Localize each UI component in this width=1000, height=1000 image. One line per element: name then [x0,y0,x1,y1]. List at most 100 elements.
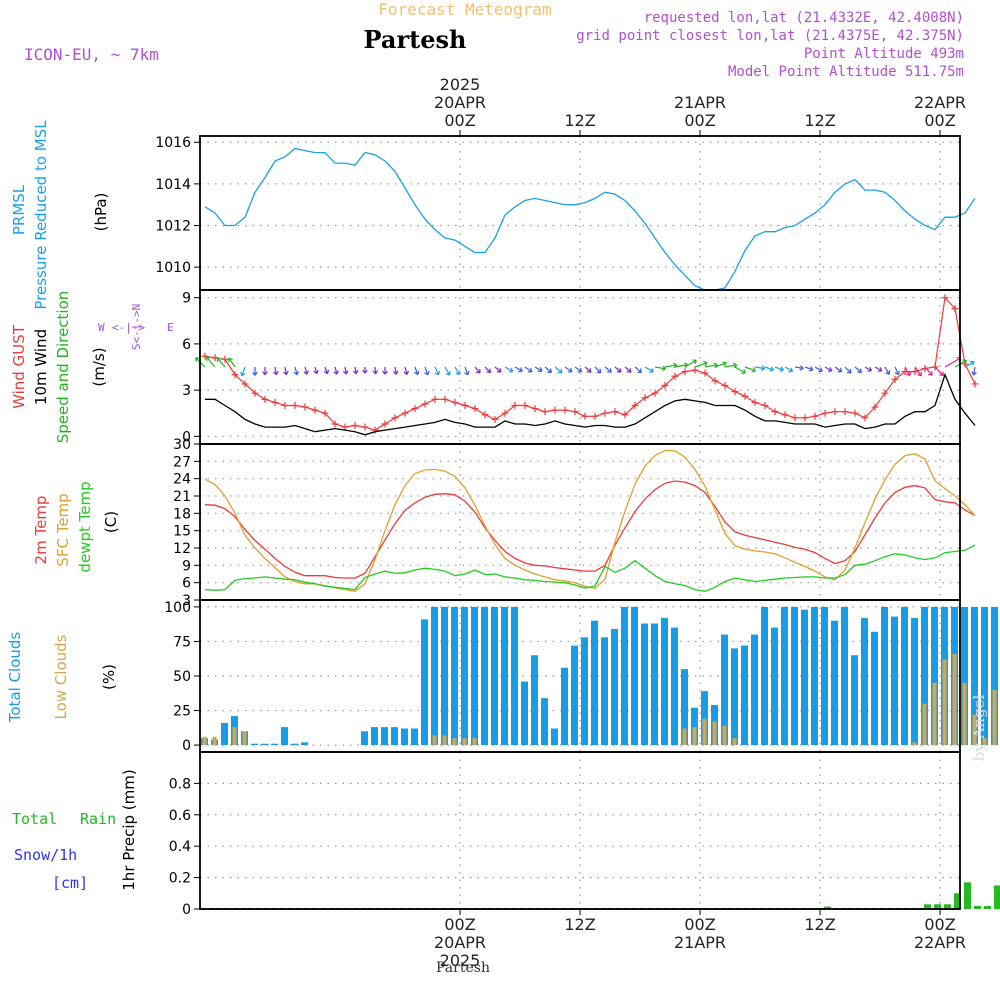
low-cloud-bar [922,703,927,746]
rain-bar [934,904,941,909]
gust-point [241,380,249,388]
top-time-label: 12Z [804,111,835,130]
wind-arrow [624,366,632,373]
temp-2m-line [204,480,976,579]
wind-label: 10m Wind [32,329,50,405]
wind-arrow [474,366,481,374]
wind-arrow [594,366,602,374]
total-cloud-bar [991,606,998,746]
wind-arrow-head [827,367,833,372]
y-tick-label: 3 [182,593,191,609]
wind-arrow [564,366,573,373]
gust-point [871,403,879,411]
bottom-time-axis: 00Z20APR202512Z00Z21APR12Z00Z22APR12Z [434,909,966,970]
wind-arrow [654,366,666,370]
temp-sfc-line [204,449,976,592]
total-cloud-bar [701,691,708,746]
wind-line [205,372,976,436]
wind-arrow-head [867,366,873,372]
wind-arrow-head [252,371,258,376]
total-cloud-bar [441,606,448,746]
wind-arrow-head [382,370,388,375]
top-time-label: 2025 [440,75,481,94]
total-cloud-bar [691,707,698,746]
model-label: ICON-EU, ~ 7km [24,45,159,64]
wind-arrow [734,366,746,374]
gust-point [251,389,259,397]
gust-point [551,406,559,414]
gust-point [631,402,639,409]
gust-point [801,414,809,422]
wind-arrow-head [424,370,430,376]
wind-arrow-head [857,368,863,373]
compass-ns: S<-|->N [130,304,143,350]
low-cloud-bar [952,653,957,746]
gust-point [281,402,289,409]
wind-arrow-head [240,371,246,377]
wind-arrow [794,366,804,370]
y-tick-label: 18 [173,506,191,522]
y-tick-label: 1014 [155,177,191,193]
total-cloud-bar [961,606,968,746]
gust-point [221,355,229,363]
gust-point [831,408,839,416]
wind-arrow [304,366,308,375]
total-cloud-bar [521,681,528,746]
low-cloud-bar [682,728,687,746]
wind-arrow [444,366,451,376]
rain-bar [944,904,951,909]
wind-arrow-head [877,367,883,372]
left-labels: PRMSL Pressure Reduced to MSL (hPa) Wind GU… [6,120,138,892]
wind-arrow [714,362,727,368]
rain-bar [924,904,931,909]
total-cloud-bar [861,617,868,746]
wind-arrow [724,364,737,368]
wind-arrow-head [577,367,583,373]
wind-arrow-head [703,360,708,367]
wind-arrow [334,366,338,375]
gust-point [691,366,699,374]
wind-arrow [524,366,533,373]
wind-arrow-head [537,367,543,373]
wind-arrow-head [508,367,514,373]
total-cloud-bar [531,655,538,746]
top-time-label: 21APR [674,93,726,112]
gust-point [361,423,369,431]
total-cloud-bar [561,667,568,746]
total-cloud-bar [301,742,308,746]
total-cloud-bar [251,743,258,746]
wind-arrow [544,366,552,373]
gust-point [471,405,479,413]
wind-arrow [424,366,429,376]
low-cloud-bar [452,738,457,746]
wind-arrow-head [808,366,814,372]
wind-arrow [484,366,491,373]
total-cloud-label: Total Clouds [6,632,24,724]
y-tick-label: 9 [182,291,191,307]
gust-point [231,371,239,379]
gust-point [751,398,759,406]
y-tick-label: 100 [164,600,191,616]
wind-arrow [404,366,408,375]
total-cloud-bar [761,606,768,746]
total-cloud-bar [421,619,428,746]
gust-point [761,402,769,409]
wind-arrow-head [333,370,339,375]
gust-line [204,296,976,431]
wind-arrow [324,366,329,374]
gust-point [441,395,449,403]
low-cloud-bar [472,738,477,746]
wind-arrow [684,359,697,368]
gust-point [791,414,799,422]
wind-arrow-head [751,367,756,373]
wind-arrow [604,366,612,373]
total-cloud-bar [671,627,678,746]
y-tick-label: 27 [173,454,191,470]
gust-point [321,409,329,417]
total-cloud-bar [771,627,778,746]
compass-w: W [98,321,105,334]
total-cloud-bar [751,634,758,746]
wind-arrow-head [313,369,319,375]
wind-arrow [514,366,523,372]
